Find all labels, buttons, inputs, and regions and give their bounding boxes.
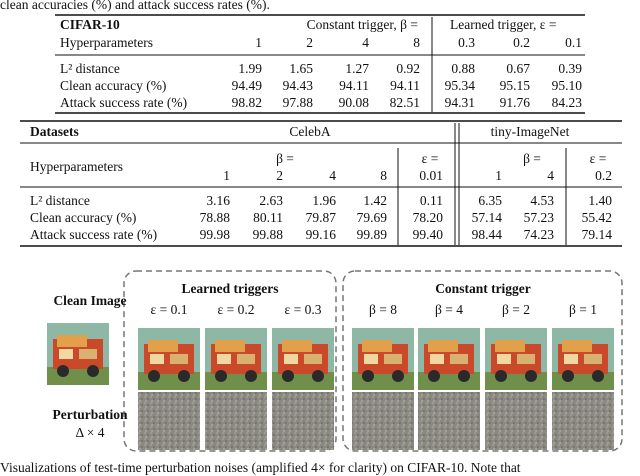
cell: 0.2 [513,35,530,50]
table-header: CIFAR-10 [60,17,120,32]
cell: 1 [495,168,502,183]
table-header: Datasets [30,124,79,139]
cell: 99.40 [413,227,444,242]
row-label: Clean Image [53,293,126,308]
image-label: β = 8 [369,302,397,317]
cell: 0.2 [595,168,612,183]
row-label: Attack success rate (%) [30,227,157,242]
cell: 0.3 [458,35,475,50]
cell: 55.42 [582,210,612,225]
group-title: Constant trigger [435,281,531,296]
cell: 8 [380,168,387,183]
cell: 98.82 [232,95,262,110]
cell: 94.31 [445,95,475,110]
image-label: ε = 0.1 [151,302,188,317]
cell: 91.76 [500,95,531,110]
cell: 99.98 [200,227,231,242]
cell: 95.10 [552,78,583,93]
cell: 94.11 [390,78,420,93]
cell: 99.89 [357,227,388,242]
cell: 1.27 [345,61,369,76]
row-label: Clean accuracy (%) [30,210,136,225]
image-label: ε = 0.3 [285,302,322,317]
param-label: β = [276,151,294,166]
cell: 57.14 [472,210,503,225]
cell: 0.39 [558,61,582,76]
cell: 90.08 [339,95,370,110]
cell: 8 [413,35,420,50]
figure-art [47,270,623,452]
param-label: β = [523,151,541,166]
cell: 0.1 [565,35,582,50]
cell: 79.14 [582,227,613,242]
cell: 6.35 [478,193,502,208]
cell: 79.87 [306,210,337,225]
cell: 99.88 [253,227,284,242]
cell: 1 [255,35,262,50]
cell: 84.23 [552,95,583,110]
dataset-header: tiny-ImageNet [491,124,570,139]
row-label: L² distance [30,193,90,208]
cell: 4 [329,168,336,183]
cell: 1.42 [363,193,387,208]
cell: 78.20 [413,210,444,225]
row-label: Attack success rate (%) [60,95,187,110]
cell: 95.34 [445,78,476,93]
cell: 99.16 [306,227,337,242]
caption: Visualizations of test-time perturbation… [0,460,521,475]
cell: 2 [276,168,283,183]
group-header: Constant trigger, β = [307,17,418,32]
cell: 98.44 [472,227,503,242]
cell: 1.96 [312,193,336,208]
top-text: clean accuracies (%) and attack success … [0,0,270,12]
cell: 3.16 [206,193,230,208]
cell: 80.11 [253,210,283,225]
cell: 2 [306,35,313,50]
row-label: Perturbation [53,407,128,422]
cell: 94.43 [283,78,314,93]
group-title: Learned triggers [181,281,278,296]
group-header: Learned trigger, ε = [450,17,556,32]
cell: 94.11 [339,78,369,93]
cell: 97.88 [283,95,314,110]
cell: 94.49 [232,78,263,93]
cell: 4 [547,168,554,183]
row-label: L² distance [60,61,120,76]
row-label: Hyperparameters [30,159,123,174]
cell: 0.67 [506,61,530,76]
cell: 1 [223,168,230,183]
cell: 4 [362,35,369,50]
image-label: β = 1 [569,302,597,317]
cell: 2.63 [259,193,283,208]
cell: 1.40 [588,193,612,208]
cell: 78.88 [200,210,231,225]
image-label: ε = 0.2 [218,302,255,317]
cell: 0.92 [396,61,420,76]
param-label: ε = [590,151,607,166]
image-label: β = 2 [502,302,530,317]
cell: 4.53 [530,193,554,208]
cell: 79.69 [357,210,388,225]
row-label: Hyperparameters [60,35,153,50]
cell: 0.01 [419,168,443,183]
cell: 57.23 [524,210,555,225]
cell: 82.51 [390,95,420,110]
cell: 95.15 [500,78,531,93]
cell: 1.65 [289,61,313,76]
cell: 0.11 [420,193,443,208]
row-label: Clean accuracy (%) [60,78,166,93]
cell: 0.88 [451,61,475,76]
cell: 74.23 [524,227,555,242]
image-label: β = 4 [435,302,463,317]
dataset-header: CelebA [289,124,330,139]
cell: 1.99 [238,61,262,76]
param-label: ε = [422,151,439,166]
row-sublabel: Δ × 4 [75,425,104,440]
